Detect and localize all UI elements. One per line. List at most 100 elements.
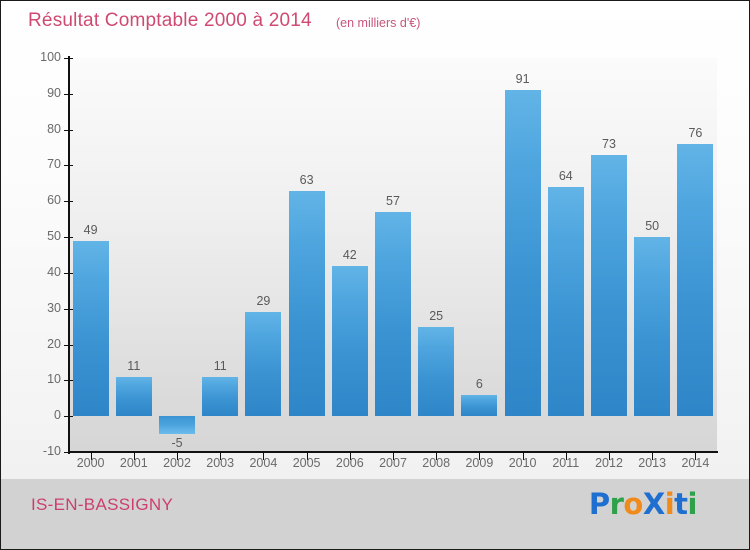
- y-axis-tick: [64, 237, 73, 239]
- x-axis-tick-label: 2005: [292, 456, 321, 470]
- logo-letter: r: [609, 487, 624, 521]
- y-axis-tick: [64, 165, 73, 167]
- x-axis-tick-label: 2004: [249, 456, 278, 470]
- bar[interactable]: [504, 90, 541, 417]
- logo-letter: i: [687, 487, 698, 521]
- y-axis-tick: [64, 58, 73, 59]
- y-axis-tick-label: 70: [47, 157, 61, 172]
- x-axis-tick: [479, 452, 480, 460]
- y-axis-tick: [64, 308, 73, 310]
- bar-value-label: 73: [602, 136, 616, 151]
- bar-value-label: 91: [515, 72, 530, 87]
- page-title: Résultat Comptable 2000 à 2014: [28, 10, 312, 31]
- y-axis-tick-label: 60: [47, 193, 61, 208]
- x-axis-tick: [393, 452, 394, 460]
- y-axis-tick-label: 90: [47, 85, 61, 100]
- x-axis-tick: [263, 452, 264, 460]
- y-axis-tick: [64, 344, 73, 346]
- y-axis-tick-label: 10: [47, 372, 61, 387]
- y-axis-tick-label: 50: [47, 229, 61, 244]
- y-axis-tick: [64, 93, 73, 95]
- bar-value-label: 11: [213, 358, 227, 373]
- bar[interactable]: [202, 376, 239, 417]
- bar[interactable]: [461, 394, 498, 417]
- x-axis-tick-label: 2002: [163, 456, 191, 470]
- x-axis-tick: [436, 452, 437, 460]
- bar-value-label: -5: [171, 436, 183, 451]
- y-axis-tick-label: 0: [54, 408, 61, 423]
- x-axis-tick-label: 2003: [206, 456, 235, 470]
- bar[interactable]: [115, 376, 152, 417]
- bar[interactable]: [288, 190, 325, 417]
- y-axis-tick: [64, 272, 73, 274]
- proxiti-logo[interactable]: ProXiti: [588, 487, 698, 521]
- x-axis-tick-label: 2001: [119, 456, 148, 470]
- y-axis-tick-label: 30: [47, 300, 61, 315]
- chart-footer: IS-EN-BASSIGNY ProXiti: [1, 479, 749, 549]
- y-axis-tick-label: 40: [47, 264, 61, 279]
- chart-plot-wrapper: -10 0 10 20 30 40 50 60 70 80 90 100 2000 2001 2002 20…: [1, 1, 749, 479]
- chart-subtitle-units: (en milliers d'€): [336, 16, 421, 30]
- x-axis-tick-label: 2009: [465, 456, 494, 470]
- y-axis-tick: [64, 452, 73, 453]
- bar[interactable]: [591, 154, 627, 417]
- bar-value-label: 57: [386, 194, 400, 209]
- y-axis-tick: [64, 201, 73, 203]
- x-axis-tick: [91, 452, 92, 460]
- y-axis-tick-label: 100: [40, 50, 61, 64]
- x-axis-tick-label: 2010: [508, 456, 537, 470]
- bar[interactable]: [72, 240, 109, 417]
- bar-value-label: 50: [645, 219, 660, 234]
- bar[interactable]: [159, 416, 195, 435]
- x-axis-tick: [609, 452, 610, 460]
- y-axis-tick-label: 20: [47, 336, 61, 351]
- bar-value-label: 11: [127, 358, 141, 373]
- y-axis-tick: [64, 416, 73, 418]
- bar-value-label: 6: [475, 376, 483, 391]
- bar[interactable]: [677, 143, 714, 417]
- y-axis-tick-label: 80: [47, 121, 61, 136]
- commune-name: IS-EN-BASSIGNY: [31, 495, 174, 514]
- bar[interactable]: [245, 312, 282, 417]
- y-axis-tick: [64, 129, 73, 131]
- x-axis-tick: [307, 452, 308, 460]
- x-axis-tick-label: 2006: [335, 456, 364, 470]
- bar[interactable]: [331, 265, 368, 417]
- bar-value-label: 76: [688, 125, 703, 140]
- x-axis-tick-label: 2012: [595, 456, 623, 470]
- x-axis-tick: [350, 452, 351, 460]
- bar-value-label: 42: [342, 247, 357, 262]
- logo-letter: t: [674, 487, 688, 521]
- x-axis-tick: [566, 452, 567, 460]
- bar-value-label: 49: [83, 222, 98, 237]
- chart-header: Résultat Comptable 2000 à 2014 (en milli…: [1, 1, 749, 41]
- x-axis-tick-label: 2011: [552, 456, 580, 470]
- bar[interactable]: [547, 186, 584, 417]
- logo-letter: o: [623, 487, 643, 521]
- x-axis-tick: [220, 452, 221, 460]
- x-axis-tick-label: 2008: [422, 456, 451, 470]
- logo-letter: i: [664, 487, 675, 521]
- logo-letter: P: [588, 487, 610, 521]
- y-axis-tick-label: -10: [42, 444, 61, 458]
- x-axis-tick: [652, 452, 653, 460]
- x-axis-tick: [695, 452, 696, 460]
- y-axis-line: [68, 56, 70, 454]
- x-axis-tick: [523, 452, 524, 460]
- bar-value-label: 64: [558, 168, 573, 183]
- x-axis-tick-label: 2000: [76, 456, 105, 470]
- bar[interactable]: [634, 237, 671, 417]
- x-axis-tick-label: 2014: [681, 456, 710, 470]
- bar[interactable]: [418, 326, 455, 417]
- bar-value-label: 63: [299, 172, 314, 187]
- x-axis-tick-label: 2013: [638, 456, 667, 470]
- logo-letter: X: [642, 487, 665, 521]
- x-axis-tick-label: 2007: [379, 456, 407, 470]
- bar-value-label: 25: [429, 308, 444, 323]
- x-axis-tick: [177, 452, 178, 460]
- bar[interactable]: [375, 212, 411, 417]
- y-axis-tick: [64, 380, 73, 382]
- x-axis-tick: [134, 452, 135, 460]
- bar-value-label: 29: [256, 294, 271, 309]
